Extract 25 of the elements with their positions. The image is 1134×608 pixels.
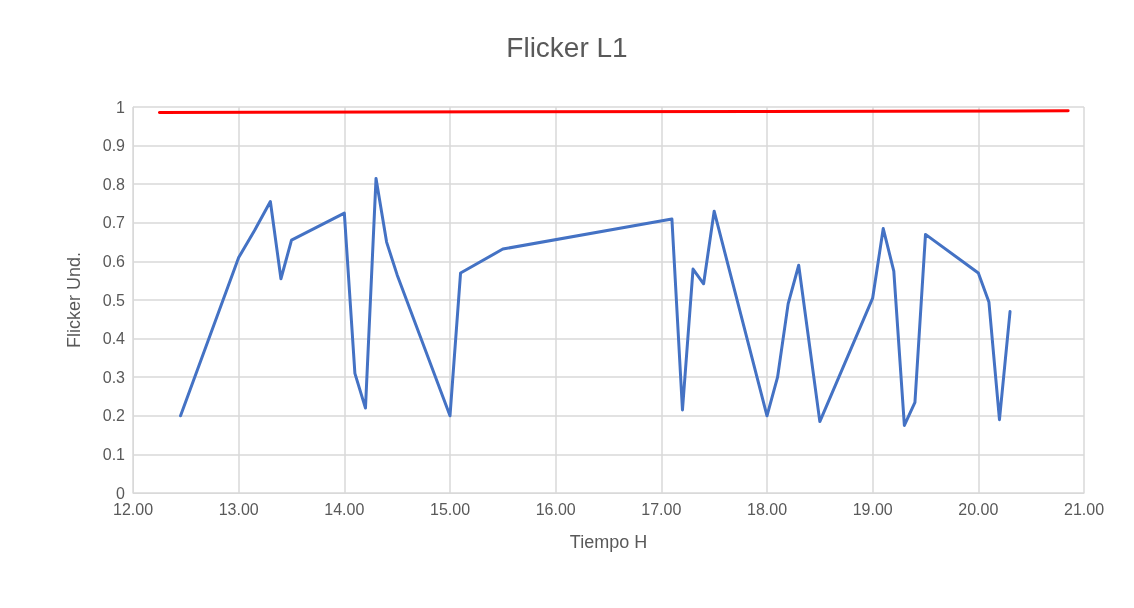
y-tick-label: 0.7 bbox=[102, 214, 126, 232]
y-tick-label: 0.3 bbox=[102, 368, 126, 386]
x-tick-label: 14.00 bbox=[324, 500, 365, 518]
x-tick-label: 15.00 bbox=[429, 500, 471, 518]
x-tick-label: 18.00 bbox=[746, 500, 788, 518]
y-tick-label: 0 bbox=[116, 484, 126, 502]
y-tick-label: 0.5 bbox=[102, 291, 126, 309]
y-tick-label: 0.1 bbox=[102, 445, 126, 463]
line-series bbox=[179, 176, 1012, 427]
chart-title: Flicker L1 bbox=[506, 31, 628, 63]
x-tick-label: 12.00 bbox=[112, 500, 154, 518]
x-tick-label: 13.00 bbox=[218, 500, 259, 518]
y-tick-label: 0.4 bbox=[102, 330, 126, 348]
x-tick-label: 19.00 bbox=[852, 500, 893, 518]
x-tick-label: 16.00 bbox=[535, 500, 576, 518]
y-tick-label: 0.6 bbox=[102, 252, 126, 270]
x-tick-label: 21.00 bbox=[1063, 500, 1105, 518]
y-axis-title: Flicker Und. bbox=[64, 251, 84, 349]
x-axis-title: Tiempo H bbox=[569, 532, 648, 552]
y-tick-label: 0.9 bbox=[102, 137, 126, 155]
y-tick-label: 0.2 bbox=[102, 407, 126, 425]
x-tick-label: 20.00 bbox=[958, 500, 999, 518]
x-tick-label: 17.00 bbox=[641, 500, 682, 518]
y-tick-label: 0.8 bbox=[102, 175, 126, 193]
y-tick-label: 1 bbox=[116, 98, 126, 116]
